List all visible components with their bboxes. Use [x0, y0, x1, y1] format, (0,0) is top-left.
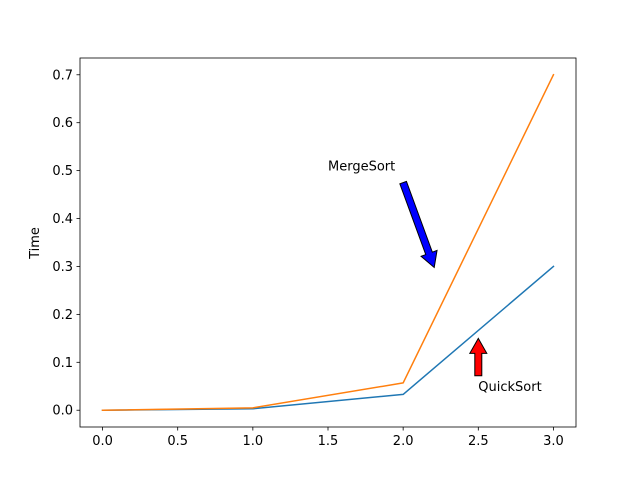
y-tick-label: 0.4 — [52, 212, 73, 227]
y-tick-label: 0.1 — [52, 356, 73, 371]
x-tick-label: 3.0 — [543, 434, 564, 449]
x-tick-label: 2.5 — [468, 434, 489, 449]
x-tick-label: 1.0 — [243, 434, 264, 449]
annotations: MergeSort QuickSort — [328, 160, 542, 395]
annotation-mergesort-label: MergeSort — [328, 160, 395, 175]
series-line-2 — [101, 73, 555, 411]
x-tick-label: 1.5 — [318, 434, 339, 449]
y-tick-label: 0.7 — [52, 68, 73, 83]
x-tick-label: 0.5 — [167, 434, 188, 449]
annotation-quicksort-label: QuickSort — [478, 380, 541, 395]
y-tick-label: 0.5 — [52, 164, 73, 179]
plot-area — [101, 73, 555, 411]
y-axis-label: Time — [28, 227, 43, 260]
axes: 0.0 0.5 1.0 1.5 2.0 2.5 3.0 0.0 0.1 0.2 0.3 0.4 0.5 0… — [52, 57, 577, 449]
y-tick-label: 0.0 — [52, 404, 73, 419]
quicksort-arrow — [468, 337, 488, 377]
x-tick-label: 0.0 — [92, 434, 113, 449]
y-tick-label: 0.6 — [52, 116, 73, 131]
y-tick-label: 0.2 — [52, 308, 73, 323]
y-tick-label: 0.3 — [52, 260, 73, 275]
x-tick-label: 2.0 — [393, 434, 414, 449]
mergesort-arrow — [399, 180, 438, 269]
